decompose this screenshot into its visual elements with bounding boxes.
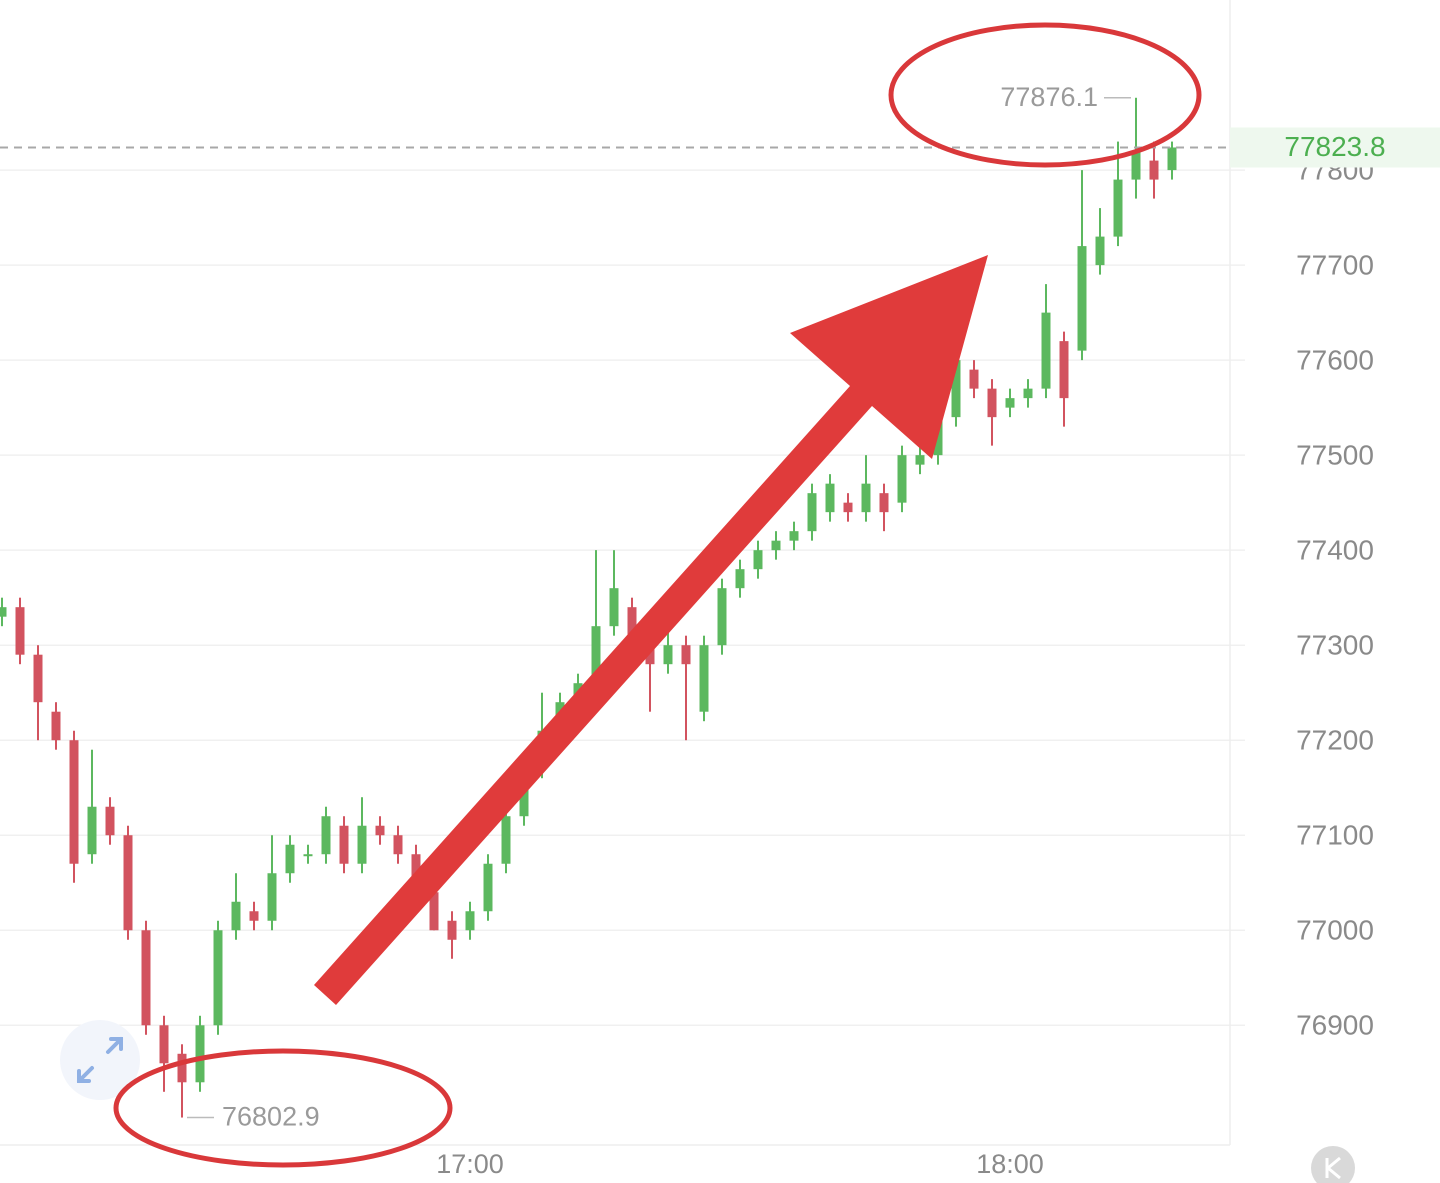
y-tick-label: 77300 (1296, 630, 1374, 661)
grid (0, 169, 1245, 1027)
y-tick-label: 77700 (1296, 249, 1374, 280)
candle-body (699, 645, 709, 712)
highlight-ellipse (113, 1048, 453, 1168)
candle-body (1095, 236, 1105, 266)
y-tick-label: 77200 (1296, 725, 1374, 756)
candle-body (879, 493, 889, 513)
candle-body (123, 835, 133, 931)
candle-body (951, 360, 961, 418)
last-price-tag (1230, 127, 1440, 168)
candle-body (195, 1025, 205, 1083)
candle-body (177, 1053, 187, 1083)
candle-body (987, 388, 997, 418)
low-label: 76802.9 (222, 1102, 320, 1132)
last-price-label: 77823.8 (1284, 131, 1385, 162)
candle-body (717, 588, 727, 646)
candle-body (1005, 398, 1015, 408)
candle-body (375, 825, 385, 836)
candle-body (753, 550, 763, 570)
candle-body (159, 1025, 169, 1064)
candle-body (33, 654, 43, 703)
y-tick-label: 77400 (1296, 535, 1374, 566)
candle-body (1149, 160, 1159, 180)
candle-body (591, 626, 601, 684)
candle-body (393, 835, 403, 855)
candle-body (627, 607, 637, 646)
candle-body (213, 930, 223, 1026)
candle-body (339, 825, 349, 864)
candle-body (771, 540, 781, 551)
candle-body (141, 930, 151, 1026)
candle-body (1113, 179, 1123, 237)
candle-body (861, 483, 871, 513)
candle-body (501, 816, 511, 864)
candle-body (915, 455, 925, 465)
candle-body (609, 588, 619, 627)
candle-body (357, 825, 367, 864)
x-tick-label: 17:00 (436, 1149, 504, 1179)
candle-body (897, 455, 907, 503)
candle-body (1041, 312, 1051, 389)
candle-body (51, 711, 61, 741)
expand-icon[interactable] (60, 1020, 140, 1100)
candle-body (231, 901, 241, 931)
candle-body (429, 892, 439, 931)
candle-body (681, 645, 691, 665)
highlight-ellipse (888, 22, 1202, 168)
candle-body (105, 806, 115, 836)
labels: 76900 77000 77100 77200 77300 77400 77500 77600… (0, 82, 1440, 1179)
candle-body (843, 502, 853, 513)
candle-body (645, 645, 655, 665)
candle-body (807, 493, 817, 532)
y-tick-label: 77000 (1296, 915, 1374, 946)
high-label: 77876.1 (1000, 82, 1098, 112)
candle-body (1167, 147, 1177, 171)
candle-body (789, 531, 799, 541)
candles (0, 97, 1177, 1118)
trend-arrow (314, 255, 988, 1005)
candle-body (465, 911, 475, 931)
y-tick-label: 77100 (1296, 820, 1374, 851)
x-tick-label: 18:00 (976, 1149, 1044, 1179)
candle-body (303, 854, 313, 857)
candle-body (249, 911, 259, 921)
k-icon[interactable] (1311, 1146, 1355, 1183)
candle-body (1077, 246, 1087, 351)
y-tick-label: 77600 (1296, 345, 1374, 376)
candle-body (69, 740, 79, 864)
candle-body (87, 806, 97, 855)
candle-body (1023, 388, 1033, 399)
candle-body (0, 607, 7, 617)
candle-body (969, 369, 979, 389)
candle-body (735, 569, 745, 589)
candle-body (285, 844, 295, 874)
candle-body (321, 816, 331, 855)
candle-body (447, 920, 457, 940)
candle-body (483, 863, 493, 912)
candle-body (15, 607, 25, 655)
candle-body (825, 483, 835, 513)
y-tick-label: 77500 (1296, 440, 1374, 471)
candle-body (1131, 151, 1141, 180)
candle-body (1059, 341, 1069, 399)
candle-body (267, 873, 277, 921)
candle-body (663, 645, 673, 665)
y-tick-label: 76900 (1296, 1010, 1374, 1041)
